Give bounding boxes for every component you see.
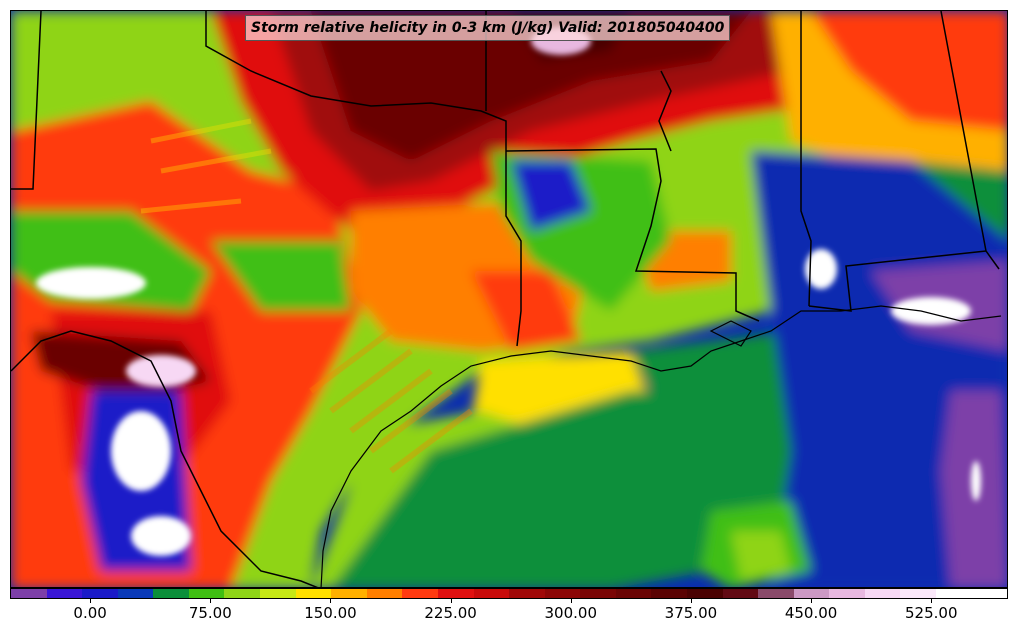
colorbar-segment <box>722 589 759 598</box>
colorbar-segment <box>188 589 225 598</box>
colorbar-segment <box>544 589 581 598</box>
colorbar-label: 525.00 <box>905 604 958 622</box>
colorbar-segment <box>758 589 794 598</box>
colorbar-segment <box>580 589 616 598</box>
colorbar-segment <box>686 589 723 598</box>
colorbar-tick <box>690 599 692 603</box>
colorbar-segment <box>11 589 47 598</box>
colorbar-segment <box>615 589 652 598</box>
colorbar-segment <box>153 589 189 598</box>
colorbar-label: 75.00 <box>188 604 232 622</box>
colorbar-tick <box>931 599 933 603</box>
colorbar-segment <box>117 589 154 598</box>
colorbar-segment <box>651 589 687 598</box>
colorbar-segment <box>46 589 83 598</box>
colorbar-segment <box>864 589 901 598</box>
colorbar-segment <box>829 589 865 598</box>
map-canvas <box>11 11 1007 587</box>
colorbar-segment <box>971 589 1008 598</box>
colorbar-segment <box>260 589 296 598</box>
colorbar-segment <box>900 589 937 598</box>
colorbar-label: 0.00 <box>73 604 107 622</box>
colorbar-label: 375.00 <box>664 604 718 622</box>
helicity-field <box>11 11 1007 587</box>
colorbar-tick <box>90 599 92 603</box>
colorbar-segment <box>366 589 403 598</box>
colorbar-tick <box>450 599 452 603</box>
colorbar-ticks <box>10 599 1008 605</box>
colorbar-segment <box>224 589 261 598</box>
colorbar-segment <box>331 589 367 598</box>
colorbar-label: 225.00 <box>424 604 477 622</box>
colorbar-label: 450.00 <box>784 604 838 622</box>
colorbar-segment <box>437 589 474 598</box>
colorbar-segment <box>936 589 972 598</box>
colorbar-tick <box>811 599 813 603</box>
colorbar-label: 300.00 <box>544 604 598 622</box>
colorbar-tick <box>210 599 212 603</box>
map-title: Storm relative helicity in 0-3 km (J/kg)… <box>245 15 731 41</box>
colorbar-label: 150.00 <box>304 604 357 622</box>
colorbar-segment <box>295 589 332 598</box>
helicity-map <box>10 10 1008 588</box>
colorbar-segment <box>82 589 118 598</box>
coastline <box>320 305 1002 587</box>
colorbar-tick <box>570 599 572 603</box>
colorbar-segment <box>473 589 510 598</box>
colorbar-segment <box>509 589 545 598</box>
field-texture <box>140 118 473 474</box>
colorbar-segment <box>402 589 438 598</box>
state-boundaries <box>11 11 1000 587</box>
colorbar-tick <box>330 599 332 603</box>
colorbar-segment <box>793 589 830 598</box>
colorbar <box>10 588 1008 599</box>
